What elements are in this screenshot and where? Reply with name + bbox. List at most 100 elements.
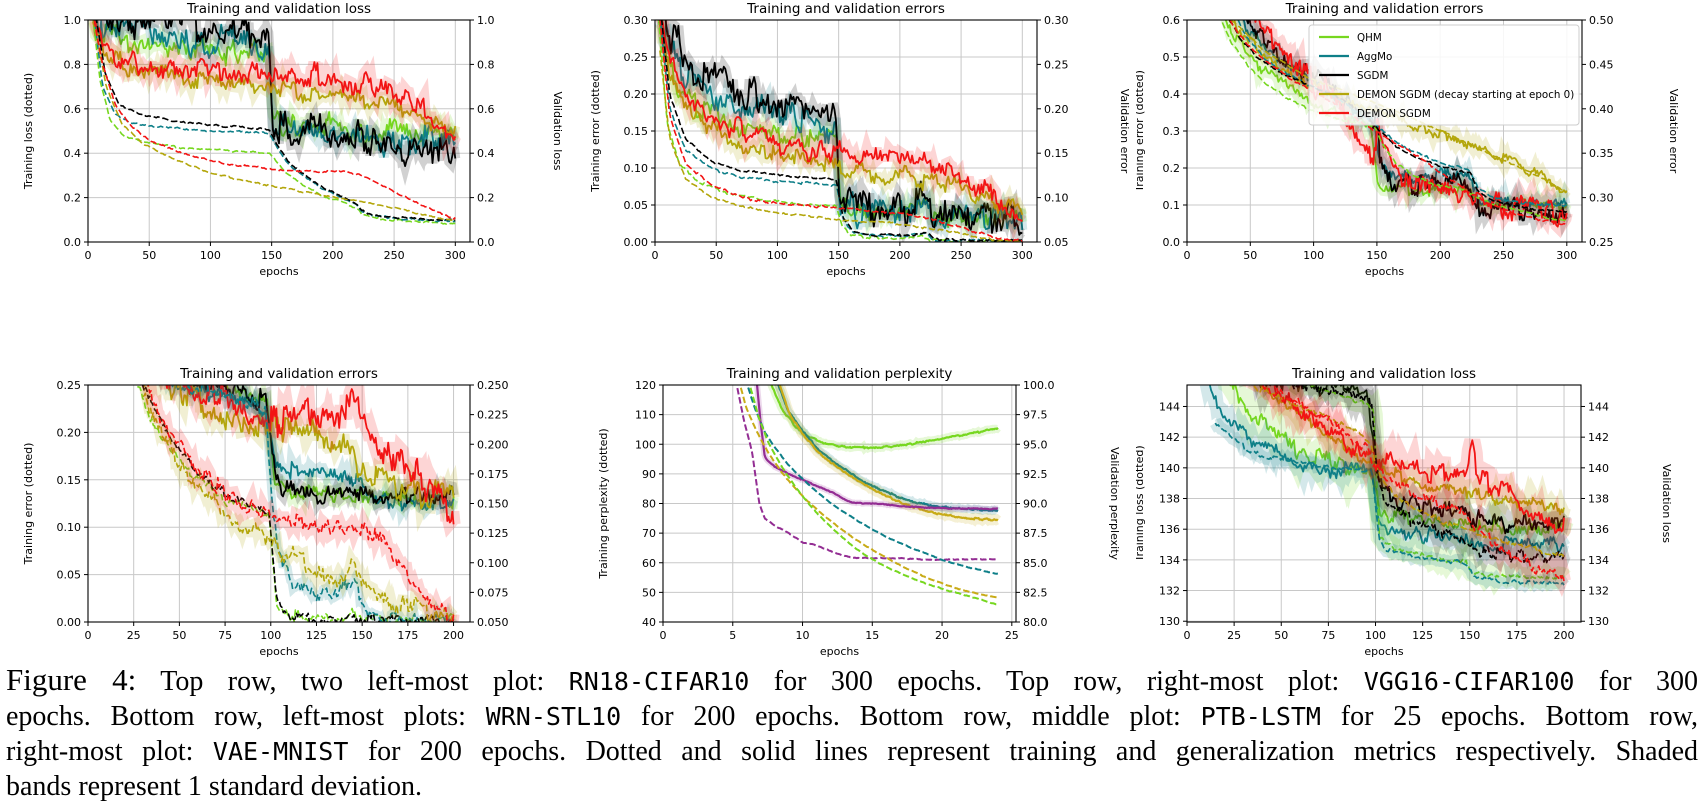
series-line-red-solid — [1273, 385, 1565, 534]
right-tick-label: 0.100 — [477, 557, 509, 570]
y-axis-label-right: Validation perplexity — [1108, 447, 1121, 561]
caption-line: Figure 4: Top row, two left-most plot: R… — [6, 662, 1698, 699]
series-line-black-solid — [192, 385, 455, 505]
x-tick-label: 0 — [85, 249, 92, 262]
series-line-black-solid — [1259, 385, 1565, 535]
right-tick-label: 97.5 — [1023, 409, 1048, 422]
y-axis-label-left: Training error (dotted) — [22, 443, 35, 566]
x-tick-label: 200 — [889, 249, 910, 262]
caption-line: right-most plot: VAE-MNIST for 200 epoch… — [6, 734, 1698, 769]
y-tick-label: 142 — [1159, 431, 1180, 444]
x-tick-label: 50 — [709, 249, 723, 262]
chart-title: Training and validation loss — [1291, 366, 1476, 382]
chart-title: Training and validation perplexity — [726, 366, 953, 382]
caption-segment-serif: for 300 epochs. Top row, right-most plot… — [749, 666, 1364, 697]
series-line-olive-dashed — [1253, 385, 1565, 558]
axes-spines — [1186, 384, 1582, 623]
right-tick-label: 0.40 — [1589, 103, 1614, 116]
y-axis-label-left: Training error (dotted) — [589, 70, 602, 193]
right-tick-label: 0.30 — [1589, 192, 1614, 205]
right-tick-label: 0.4 — [477, 147, 495, 160]
chart-rn18-cifar10-errors: 0 50 100 150 200 250 300 0.00 0.05 0.10 0.15 0.20 0.… — [589, 1, 1131, 278]
x-tick-label: 200 — [1430, 249, 1451, 262]
y-tick-label: 0.25 — [624, 51, 649, 64]
plot-area — [1199, 385, 1574, 597]
y-tick-label: 138 — [1159, 493, 1180, 506]
right-tick-label: 0.175 — [477, 468, 509, 481]
y-tick-label: 132 — [1159, 585, 1180, 598]
right-tick-label: 142 — [1588, 431, 1609, 444]
series-line-red-solid — [94, 20, 457, 141]
y-axis-label-right: Validation loss — [1660, 464, 1673, 543]
legend-label: DEMON SGDM (decay starting at epoch 0) — [1357, 89, 1574, 101]
y-tick-label: 0.6 — [1163, 14, 1181, 27]
right-tick-label: 130 — [1588, 615, 1609, 628]
right-tick-label: 0.25 — [1044, 58, 1069, 71]
legend-label: QHM — [1357, 32, 1382, 44]
series-line-olive-dashed — [94, 28, 456, 222]
y-axis-label-left: Training perplexity (dotted) — [597, 428, 610, 579]
x-tick-label: 0 — [1184, 249, 1191, 262]
x-tick-label: 250 — [951, 249, 972, 262]
series-line-red-dashed — [659, 20, 1023, 242]
chart-title: Training and validation errors — [1285, 1, 1484, 17]
caption-segment-mono: VAE-MNIST — [212, 737, 349, 766]
legend-box — [1308, 24, 1580, 126]
x-tick-label: 150 — [1459, 629, 1480, 642]
y-tick-label: 140 — [1159, 462, 1180, 475]
right-tick-label: 0.10 — [1044, 192, 1069, 205]
y-tick-label: 100 — [635, 438, 656, 451]
x-axis-label: epochs — [1365, 265, 1404, 278]
chart-title: Training and validation errors — [746, 1, 945, 17]
x-tick-label: 250 — [384, 249, 405, 262]
series-line-red-dashed — [1229, 20, 1568, 227]
x-axis-label: epochs — [826, 265, 865, 278]
x-tick-label: 15 — [865, 629, 879, 642]
x-tick-label: 100 — [767, 249, 788, 262]
right-tick-label: 0.225 — [477, 409, 509, 422]
y-axis-label-right: Validation loss — [551, 91, 564, 170]
y-tick-label: 0.6 — [64, 103, 82, 116]
right-tick-label: 85.0 — [1023, 557, 1048, 570]
y-tick-label: 0.10 — [57, 521, 82, 534]
y-tick-label: 70 — [642, 527, 656, 540]
y-tick-label: 144 — [1159, 400, 1180, 413]
series-line-gold-solid — [778, 385, 999, 522]
right-tick-label: 0.15 — [1044, 147, 1069, 160]
series-line-black-dashed — [1228, 20, 1568, 214]
y-axis-label-right: Validation error — [1667, 89, 1680, 174]
series-line-teal-dashed — [746, 385, 999, 575]
caption-segment-figlabel: Figure 4: — [6, 662, 137, 697]
chart-title: Training and validation loss — [186, 1, 371, 17]
chart-rn18-cifar10-loss: 0 50 100 150 200 250 300 0.0 0.2 0.4 0.6 0.8 1.0 0.0 0… — [22, 1, 564, 278]
series-line-olive-solid — [142, 385, 455, 510]
right-tick-label: 95.0 — [1023, 438, 1048, 451]
series-line-red-solid — [1254, 20, 1568, 228]
caption-segment-serif: for 200 epochs. Dotted and solid lines r… — [348, 736, 1699, 767]
right-tick-label: 0.20 — [1044, 103, 1069, 116]
x-tick-label: 150 — [1366, 249, 1387, 262]
x-tick-label: 0 — [1184, 629, 1191, 642]
x-tick-label: 10 — [796, 629, 810, 642]
right-tick-label: 132 — [1588, 585, 1609, 598]
series-line-teal-dashed — [181, 385, 455, 622]
chart-title: Training and validation errors — [179, 366, 378, 382]
y-tick-label: 90 — [642, 468, 656, 481]
y-tick-label: 60 — [642, 557, 656, 570]
series-line-black-dashed — [141, 385, 455, 622]
right-tick-label: 100.0 — [1023, 379, 1055, 392]
right-tick-label: 0.250 — [477, 379, 509, 392]
plot-area — [655, 20, 1028, 242]
x-tick-label: 200 — [1554, 629, 1575, 642]
series-line-purple-solid — [755, 385, 998, 511]
y-tick-label: 130 — [1159, 615, 1180, 628]
series-line-black-dashed — [660, 20, 1023, 242]
right-tick-label: 0.35 — [1589, 147, 1614, 160]
series-line-olive-solid — [659, 24, 1024, 216]
x-tick-label: 300 — [445, 249, 466, 262]
right-tick-label: 144 — [1588, 400, 1609, 413]
y-axis-label-left: Training error (dotted) — [1136, 70, 1146, 193]
y-tick-label: 40 — [642, 616, 656, 629]
y-tick-label: 0.15 — [624, 125, 649, 138]
